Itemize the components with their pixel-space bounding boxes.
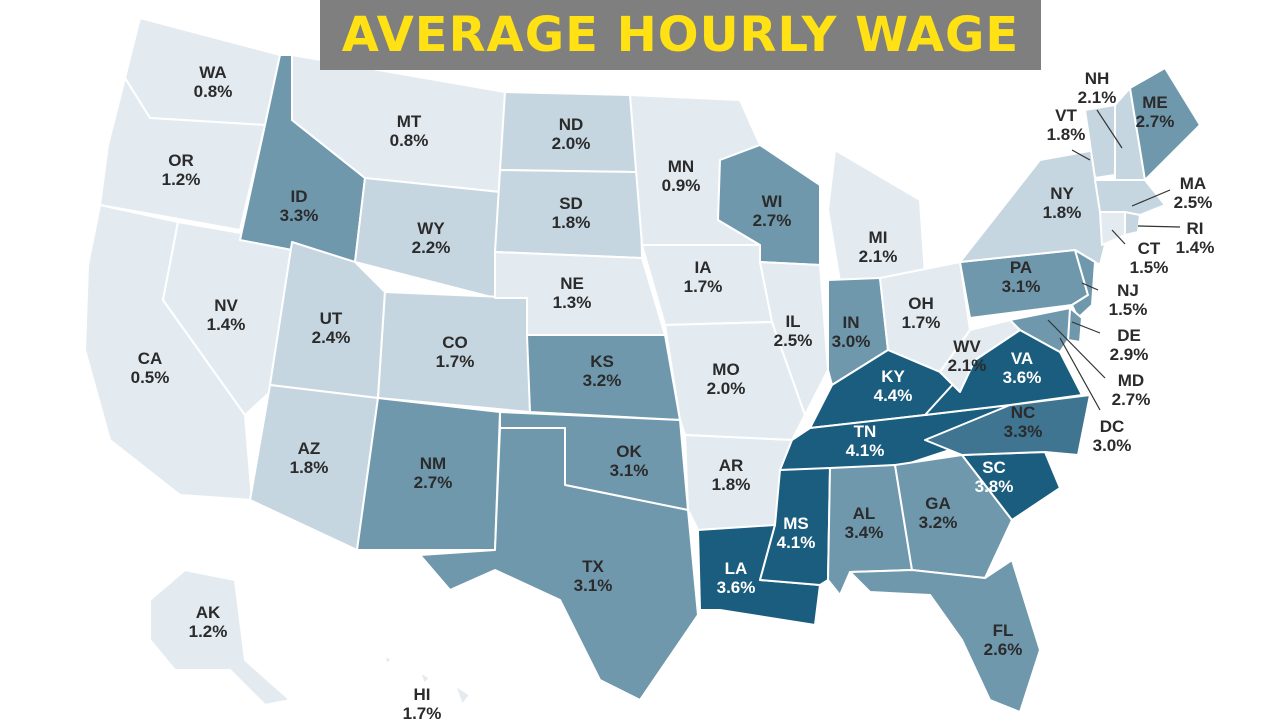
state-shape-me bbox=[1129, 67, 1201, 181]
state-shape-hi bbox=[384, 654, 471, 706]
state-label-ar: AR 1.8% bbox=[711, 455, 751, 494]
state-label-pa: PA 3.1% bbox=[1001, 257, 1041, 296]
state-label-ny: NY 1.8% bbox=[1042, 183, 1082, 222]
leader-line-nh bbox=[1096, 109, 1123, 149]
leader-line-dc bbox=[1059, 337, 1101, 411]
state-label-me: ME 2.7% bbox=[1135, 92, 1175, 131]
state-label-wy: WY 2.2% bbox=[411, 218, 451, 257]
state-label-wi: WI 2.7% bbox=[752, 191, 792, 230]
state-label-ms: MS 4.1% bbox=[776, 513, 816, 552]
leader-line-de bbox=[1071, 321, 1101, 334]
state-shape-ga bbox=[894, 454, 1013, 579]
state-label-fl: FL 2.6% bbox=[983, 620, 1023, 659]
state-label-or: OR 1.2% bbox=[161, 150, 201, 189]
state-label-ks: KS 3.2% bbox=[582, 351, 622, 390]
leader-line-ct bbox=[1111, 229, 1126, 245]
state-label-ak: AK 1.2% bbox=[188, 602, 228, 641]
state-label-wa: WA 0.8% bbox=[193, 62, 233, 101]
title-banner: AVERAGE HOURLY WAGE bbox=[320, 0, 1041, 70]
state-label-mn: MN 0.9% bbox=[661, 156, 701, 195]
state-label-nc: NC 3.3% bbox=[1003, 402, 1043, 441]
state-label-sd: SD 1.8% bbox=[551, 193, 591, 232]
state-label-nv: NV 1.4% bbox=[206, 295, 246, 334]
leader-line-nj bbox=[1081, 282, 1099, 291]
leader-line-vt bbox=[1071, 149, 1091, 161]
leader-line-ma bbox=[1131, 189, 1171, 207]
state-label-ct: CT 1.5% bbox=[1129, 238, 1169, 277]
state-label-ma: MA 2.5% bbox=[1173, 173, 1213, 212]
state-label-mt: MT 0.8% bbox=[389, 111, 429, 150]
state-label-md: MD 2.7% bbox=[1111, 370, 1151, 409]
state-label-ky: KY 4.4% bbox=[873, 366, 913, 405]
state-label-nh: NH 2.1% bbox=[1077, 68, 1117, 107]
state-label-ca: CA 0.5% bbox=[130, 348, 170, 387]
state-label-hi: HI 1.7% bbox=[402, 684, 442, 723]
state-label-vt: VT 1.8% bbox=[1046, 105, 1086, 144]
state-shape-ak bbox=[149, 569, 291, 706]
state-shape-ma bbox=[1094, 179, 1166, 216]
state-label-dc: DC 3.0% bbox=[1092, 416, 1132, 455]
leader-line-ri bbox=[1137, 225, 1181, 228]
state-label-co: CO 1.7% bbox=[435, 332, 475, 371]
state-label-ne: NE 1.3% bbox=[552, 273, 592, 312]
state-label-va: VA 3.6% bbox=[1002, 348, 1042, 387]
state-label-nd: ND 2.0% bbox=[551, 114, 591, 153]
leader-line-md bbox=[1047, 319, 1106, 379]
state-shape-il bbox=[759, 261, 829, 416]
state-label-nm: NM 2.7% bbox=[413, 453, 453, 492]
state-label-nj: NJ 1.5% bbox=[1108, 280, 1148, 319]
state-label-oh: OH 1.7% bbox=[901, 293, 941, 332]
state-label-ut: UT 2.4% bbox=[311, 308, 351, 347]
state-label-ia: IA 1.7% bbox=[683, 257, 723, 296]
state-label-in: IN 3.0% bbox=[831, 312, 871, 351]
state-label-sc: SC 3.8% bbox=[974, 457, 1014, 496]
state-shape-ri bbox=[1124, 211, 1141, 236]
state-label-az: AZ 1.8% bbox=[289, 438, 329, 477]
state-label-mo: MO 2.0% bbox=[706, 359, 746, 398]
state-label-de: DE 2.9% bbox=[1109, 325, 1149, 364]
state-label-al: AL 3.4% bbox=[844, 503, 884, 542]
state-label-id: ID 3.3% bbox=[279, 186, 319, 225]
state-label-wv: WV 2.1% bbox=[947, 336, 987, 375]
state-label-tn: TN 4.1% bbox=[845, 421, 885, 460]
state-label-ga: GA 3.2% bbox=[918, 493, 958, 532]
state-shape-fl bbox=[849, 559, 1041, 713]
state-shape-or bbox=[99, 77, 266, 231]
state-label-ri: RI 1.4% bbox=[1175, 218, 1215, 257]
map-title: AVERAGE HOURLY WAGE bbox=[341, 7, 1020, 63]
state-label-tx: TX 3.1% bbox=[573, 556, 613, 595]
state-shape-tx bbox=[419, 427, 699, 701]
state-label-il: IL 2.5% bbox=[773, 311, 813, 350]
state-label-mi: MI 2.1% bbox=[858, 227, 898, 266]
state-label-la: LA 3.6% bbox=[716, 558, 756, 597]
state-shape-ny bbox=[959, 149, 1106, 266]
state-label-ok: OK 3.1% bbox=[609, 441, 649, 480]
